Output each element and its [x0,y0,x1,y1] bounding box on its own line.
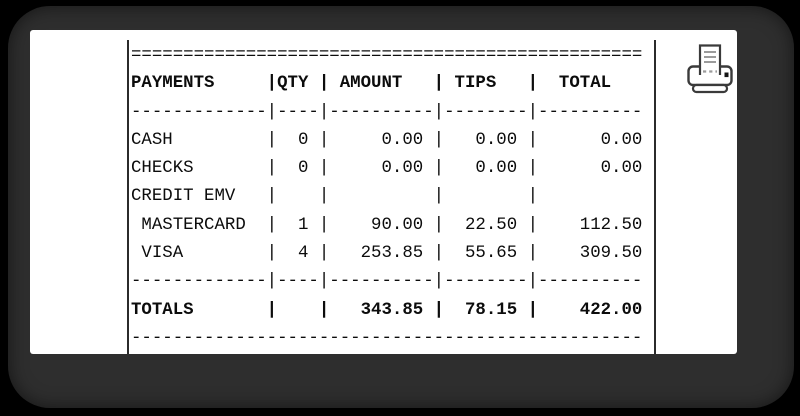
receipt-line: ========================================… [131,46,643,65]
receipt-line: ----------------------------------------… [131,328,643,348]
receipt-text: ========================================… [127,40,656,354]
receipt-line: CREDIT EMV | | | | [131,187,539,207]
receipt-line: VISA | 4 | 253.85 | 55.65 | 309.50 [131,244,643,264]
receipt-line: -------------|----|----------|--------|-… [131,272,643,292]
printer-icon [687,44,733,94]
receipt-line: -------------|----|----------|--------|-… [131,102,643,122]
receipt-line: TOTALS | | 343.85 | 78.15 | 422.00 [131,300,643,320]
receipt-line: CASH | 0 | 0.00 | 0.00 | 0.00 [131,130,643,150]
receipt-line: MASTERCARD | 1 | 90.00 | 22.50 | 112.50 [131,215,643,235]
receipt-line: PAYMENTS |QTY | AMOUNT | TIPS | TOTAL [131,74,612,94]
print-button[interactable] [684,40,738,98]
print-preview-page: ========================================… [30,30,737,354]
receipt-line: CHECKS | 0 | 0.00 | 0.00 | 0.00 [131,159,643,179]
